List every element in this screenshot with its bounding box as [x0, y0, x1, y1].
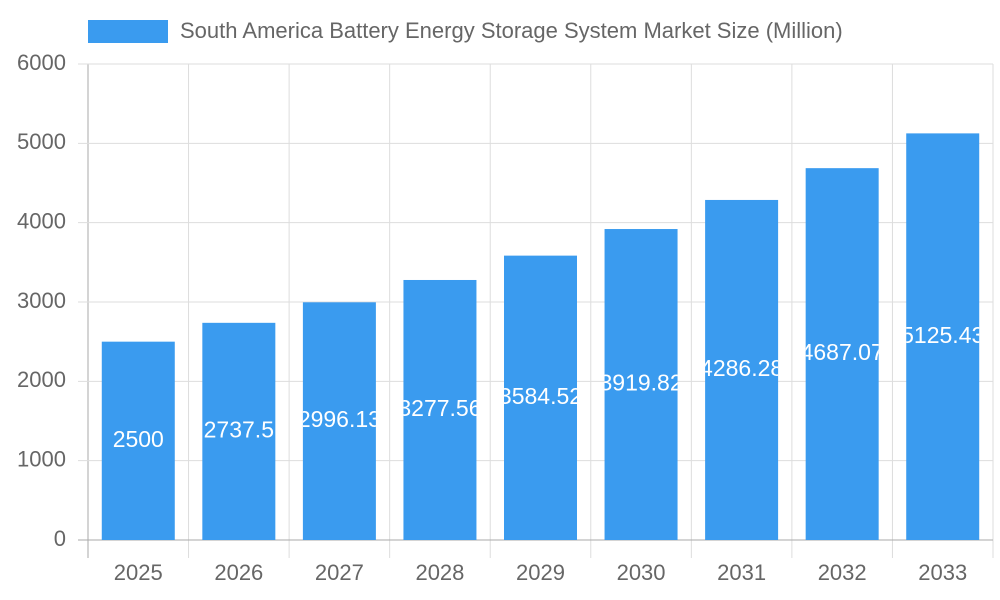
x-tick-label: 2029 — [516, 560, 565, 585]
value-label: 2500 — [113, 426, 164, 452]
x-tick-label: 2030 — [617, 560, 666, 585]
bar — [604, 229, 678, 540]
y-tick-label: 4000 — [17, 208, 66, 233]
y-tick-label: 3000 — [17, 288, 66, 313]
bar — [403, 279, 477, 540]
bar — [302, 302, 376, 540]
x-tick-label: 2026 — [214, 560, 263, 585]
value-label: 5125.43 — [901, 322, 984, 348]
value-label: 4687.07 — [801, 339, 884, 365]
x-tick-label: 2028 — [415, 560, 464, 585]
value-label: 3919.82 — [599, 370, 682, 396]
x-tick-label: 2033 — [918, 560, 967, 585]
y-tick-label: 1000 — [17, 446, 66, 471]
y-tick-label: 2000 — [17, 367, 66, 392]
y-tick-label: 0 — [54, 526, 66, 551]
bar — [202, 322, 276, 540]
value-label: 4286.28 — [700, 355, 783, 381]
y-tick-label: 6000 — [17, 50, 66, 75]
bar — [705, 199, 779, 540]
legend-swatch — [88, 20, 168, 43]
value-label: 2737.5 — [204, 416, 274, 442]
x-tick-label: 2031 — [717, 560, 766, 585]
bar — [906, 133, 980, 540]
x-tick-label: 2027 — [315, 560, 364, 585]
legend-label: South America Battery Energy Storage Sys… — [180, 18, 843, 43]
x-tick-label: 2025 — [114, 560, 163, 585]
bar — [805, 168, 879, 540]
x-tick-label: 2032 — [818, 560, 867, 585]
value-label: 2996.13 — [298, 406, 381, 432]
value-label: 3584.52 — [499, 383, 582, 409]
y-tick-label: 5000 — [17, 129, 66, 154]
bar — [101, 341, 175, 540]
value-label: 3277.56 — [398, 395, 481, 421]
bar — [504, 255, 577, 540]
